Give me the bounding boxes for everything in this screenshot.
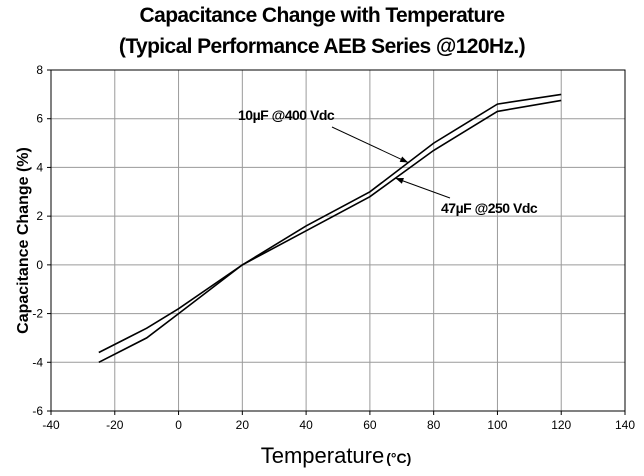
y-tick-label: -2 (32, 307, 43, 321)
y-tick-label: 2 (36, 209, 43, 223)
y-tick-label: 0 (36, 258, 43, 272)
x-tick-label: 120 (551, 418, 571, 432)
series-annotation-label: 10µF @400 Vdc (238, 107, 335, 123)
x-tick-label: 40 (299, 418, 313, 432)
x-axis-label: Temperature (°C) (261, 443, 412, 468)
y-tick-label: -4 (32, 355, 43, 369)
annotation-leader-line (395, 177, 451, 199)
annotation-arrowhead (395, 178, 404, 184)
x-tick-label: 20 (236, 418, 250, 432)
y-axis-label: Capacitance Change (%) (15, 147, 32, 334)
y-tick-label: -6 (32, 404, 43, 418)
annotation-arrowhead (399, 156, 409, 163)
x-tick-label: 80 (427, 418, 441, 432)
x-axis-unit: (°C) (386, 450, 411, 466)
y-tick-label: 6 (36, 112, 43, 126)
x-tick-label: 0 (175, 418, 182, 432)
series-annotation-label: 47µF @250 Vdc (441, 200, 538, 216)
y-tick-label: 8 (36, 63, 43, 77)
grid-lines (51, 70, 625, 411)
y-axis-ticks: -6 -4 -2 0 2 4 6 8 (32, 63, 51, 418)
annotation-leader-line (331, 126, 409, 164)
series-group (98, 93, 562, 364)
x-axis-label-text: Temperature (261, 443, 385, 468)
x-axis-ticks: -40 -20 0 20 40 60 80 100 120 140 (42, 411, 635, 432)
plot-frame (50, 69, 626, 412)
x-tick-label: 140 (615, 418, 635, 432)
chart-title: Capacitance Change with Temperature (139, 4, 505, 27)
y-tick-label: 4 (36, 160, 43, 174)
series-line-2 (98, 99, 562, 364)
x-tick-label: 60 (363, 418, 377, 432)
chart-subtitle: (Typical Performance AEB Series @120Hz.) (118, 35, 526, 58)
annotations: 10µF @400 Vdc 47µF @250 Vdc (238, 107, 538, 216)
x-tick-label: -40 (42, 418, 60, 432)
series-line-1 (98, 93, 562, 354)
x-tick-label: 100 (487, 418, 507, 432)
x-tick-label: -20 (106, 418, 124, 432)
